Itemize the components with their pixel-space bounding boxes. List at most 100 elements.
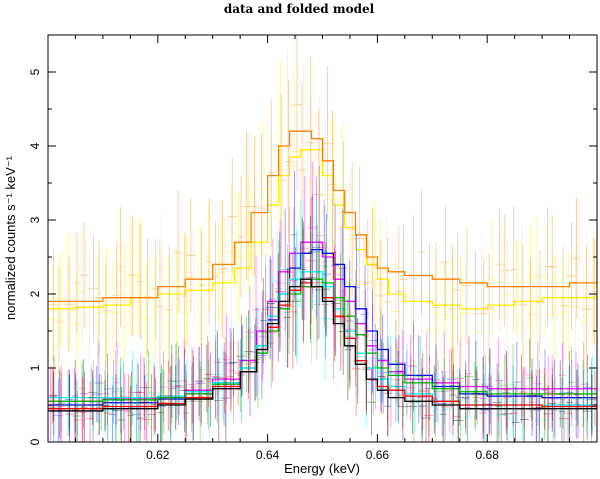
data-point [113,341,120,424]
data-point [484,347,495,433]
data-point [73,269,81,378]
data-point [502,387,512,441]
data-point [64,369,72,437]
data-point [465,336,472,411]
data-point [472,361,480,420]
data-point [589,230,597,344]
data-point [571,351,581,422]
data-point [525,338,533,411]
data-point [141,382,152,442]
data-point [110,360,117,423]
data-point [171,364,180,430]
data-point [344,299,352,401]
data-point [549,359,560,439]
data-point [226,320,236,404]
data-point [285,80,293,243]
data-point [64,370,74,429]
data-point [127,215,138,335]
data-point [399,224,408,335]
data-point [314,240,324,339]
data-point [135,219,142,336]
data-point [227,157,237,276]
data-point [183,380,190,442]
data-point [556,360,565,428]
data-point [80,222,89,329]
data-point [399,236,409,340]
data-point [170,344,181,429]
series-1 [48,35,597,378]
data-point [88,360,98,425]
data-point [547,215,557,319]
data-point [121,242,129,360]
data-point [253,318,262,400]
data-point [151,239,161,340]
data-point [79,359,88,429]
data-point [198,229,205,341]
data-point [89,379,97,441]
data-point [450,364,457,426]
data-point [109,385,116,442]
data-point [73,390,82,442]
data-point [281,208,290,331]
data-point [587,354,597,430]
data-point [126,217,134,337]
data-point [140,375,149,430]
data-point [472,251,479,377]
data-point [113,242,120,349]
data-point [313,250,320,360]
data-point [195,361,205,442]
data-point [331,250,338,362]
data-point [580,342,588,426]
data-point [559,246,567,364]
data-point [236,315,247,398]
data-point [197,226,205,345]
data-point [269,238,277,360]
data-point [446,350,457,409]
data-point [502,351,510,435]
data-point [56,367,65,442]
data-point [440,357,449,425]
x-tick-label: 0.68 [476,448,500,462]
data-point [526,259,535,369]
data-point [363,218,373,347]
y-tick-label: 3 [28,216,42,223]
data-point [306,56,315,229]
series-0 [48,49,597,384]
data-point [203,344,211,413]
data-point [437,370,447,437]
data-point [550,254,560,375]
data-point [250,324,260,401]
data-point [143,349,153,426]
data-point [221,352,231,442]
data-point [406,334,415,397]
data-point [127,385,134,442]
data-point [73,377,82,436]
data-point [321,241,331,337]
data-point [175,346,182,426]
data-point [338,209,347,328]
data-point [80,371,88,442]
data-point [510,206,518,333]
data-point [181,234,188,358]
data-point [55,251,66,347]
data-point [377,338,384,404]
data-point [328,110,337,259]
data-point [103,373,112,442]
data-point [77,232,87,350]
data-point [179,348,190,432]
data-point [156,241,164,371]
data-point [88,369,97,426]
data-point [478,356,488,434]
data-point [237,176,245,299]
y-tick-label: 5 [28,68,42,75]
data-point [151,254,159,362]
data-point [542,207,553,326]
data-point [96,375,106,431]
data-point [103,249,110,367]
data-point [441,373,449,441]
data-point [534,342,542,426]
data-point [440,331,448,413]
data-point [583,381,592,441]
data-point [128,359,136,425]
data-point [527,370,537,421]
